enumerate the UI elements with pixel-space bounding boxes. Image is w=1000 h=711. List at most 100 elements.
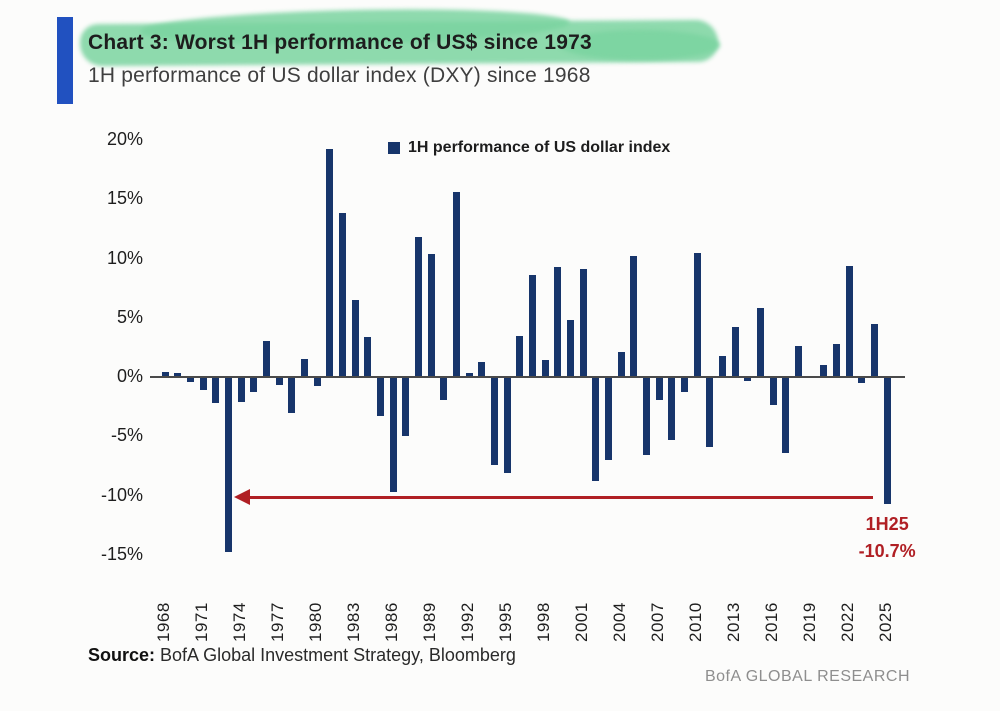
bar-1970 bbox=[186, 377, 194, 382]
bar-2024 bbox=[871, 323, 879, 377]
bar-1977 bbox=[275, 377, 283, 386]
bar-2007 bbox=[655, 377, 663, 400]
x-axis-tick: 2019 bbox=[800, 602, 820, 642]
annotation-arrow-head bbox=[234, 489, 251, 506]
bar-1985 bbox=[376, 377, 384, 417]
bar-2015 bbox=[756, 308, 764, 377]
x-axis-tick: 1995 bbox=[496, 602, 516, 642]
bar-1997 bbox=[528, 275, 536, 377]
bar-1991 bbox=[452, 192, 460, 377]
x-axis-tick: 1977 bbox=[268, 602, 288, 642]
x-axis-tick: 2025 bbox=[876, 602, 896, 642]
bar-2008 bbox=[668, 377, 676, 440]
source-label: Source: bbox=[88, 645, 156, 665]
green-marker-highlight bbox=[560, 30, 720, 60]
bar-1992 bbox=[465, 373, 473, 377]
bar-1998 bbox=[541, 360, 549, 377]
x-axis-tick: 2013 bbox=[724, 602, 744, 642]
bar-1980 bbox=[313, 377, 321, 387]
bar-2003 bbox=[604, 377, 612, 460]
annotation-arrow-line bbox=[248, 496, 874, 500]
bar-1982 bbox=[338, 213, 346, 377]
bar-1979 bbox=[300, 359, 308, 377]
x-axis-tick: 1986 bbox=[382, 602, 402, 642]
bar-2013 bbox=[731, 327, 739, 377]
bar-1994 bbox=[490, 377, 498, 465]
legend-label: 1H performance of US dollar index bbox=[408, 139, 671, 156]
x-axis-tick: 1980 bbox=[306, 602, 326, 642]
source-text: BofA Global Investment Strategy, Bloombe… bbox=[155, 645, 516, 665]
bar-2022 bbox=[845, 265, 853, 377]
y-axis-tick: 15% bbox=[106, 188, 143, 209]
bar-2023 bbox=[858, 377, 866, 383]
y-axis-tick: -10% bbox=[100, 484, 143, 505]
x-axis-tick: 2007 bbox=[648, 602, 668, 642]
x-axis-tick: 1983 bbox=[344, 602, 364, 642]
bar-1995 bbox=[503, 377, 511, 473]
bar-2020 bbox=[820, 365, 828, 377]
legend-swatch-icon bbox=[388, 142, 400, 154]
bar-2009 bbox=[680, 377, 688, 393]
source-line: Source: BofA Global Investment Strategy,… bbox=[88, 645, 516, 666]
y-axis-tick: -15% bbox=[100, 543, 143, 564]
bar-2018 bbox=[795, 346, 802, 377]
brand-footer: BofA GLOBAL RESEARCH bbox=[704, 668, 910, 685]
x-axis-tick: 2016 bbox=[762, 602, 782, 642]
bar-1973 bbox=[224, 377, 232, 553]
bar-1969 bbox=[174, 373, 182, 377]
bar-2017 bbox=[782, 377, 790, 453]
annotation-line1: 1H25 bbox=[865, 514, 909, 534]
bar-2001 bbox=[579, 269, 587, 377]
x-axis-tick: 1971 bbox=[192, 602, 211, 642]
y-axis-tick: 0% bbox=[116, 366, 143, 386]
bar-1971 bbox=[199, 377, 207, 391]
bar-2012 bbox=[718, 355, 726, 377]
bar-2005 bbox=[630, 256, 638, 377]
annotation-line2: -10.7% bbox=[858, 541, 916, 561]
bar-1983 bbox=[351, 299, 359, 377]
bar-1968 bbox=[161, 372, 169, 377]
bar-2002 bbox=[592, 377, 600, 482]
x-axis-tick: 1998 bbox=[534, 602, 554, 642]
bar-1986 bbox=[389, 377, 397, 492]
bar-1990 bbox=[440, 377, 448, 400]
bar-1987 bbox=[402, 377, 410, 437]
x-axis-tick: 2001 bbox=[572, 602, 592, 642]
y-axis-tick: 20% bbox=[106, 129, 143, 149]
bar-1976 bbox=[262, 341, 270, 377]
chart-subtitle: 1H performance of US dollar index (DXY) … bbox=[88, 64, 591, 87]
x-axis-tick: 1968 bbox=[154, 602, 173, 642]
bar-2025 bbox=[883, 377, 891, 504]
bar-1978 bbox=[288, 377, 296, 413]
bar-1974 bbox=[237, 377, 245, 402]
y-axis-tick: 5% bbox=[116, 306, 143, 327]
y-axis-tick: 10% bbox=[106, 247, 143, 268]
bar-1993 bbox=[478, 361, 486, 377]
bar-2006 bbox=[642, 377, 650, 456]
x-axis-tick: 1989 bbox=[420, 602, 440, 642]
x-axis-tick: 2004 bbox=[610, 602, 630, 642]
annotation-label: 1H25 -10.7% bbox=[837, 511, 937, 565]
bar-2014 bbox=[744, 377, 752, 381]
bar-1999 bbox=[554, 266, 562, 377]
bar-1981 bbox=[326, 149, 334, 377]
bar-1972 bbox=[212, 377, 220, 404]
bar-1996 bbox=[516, 335, 524, 377]
title-accent-bar bbox=[57, 17, 73, 104]
bar-1988 bbox=[414, 237, 422, 377]
x-axis-tick: 2010 bbox=[686, 602, 706, 642]
y-axis-tick: -5% bbox=[110, 425, 143, 446]
bar-2000 bbox=[566, 320, 574, 377]
legend: 1H performance of US dollar index bbox=[388, 139, 670, 157]
bar-2004 bbox=[617, 352, 625, 377]
bar-1984 bbox=[364, 336, 372, 377]
bar-2016 bbox=[769, 377, 777, 406]
x-axis-tick: 2022 bbox=[838, 602, 858, 642]
bar-2011 bbox=[706, 377, 714, 447]
zero-axis-line bbox=[150, 376, 905, 378]
bar-1989 bbox=[427, 253, 435, 377]
bar-2010 bbox=[693, 252, 701, 377]
chart-title: Chart 3: Worst 1H performance of US$ sin… bbox=[88, 31, 592, 54]
